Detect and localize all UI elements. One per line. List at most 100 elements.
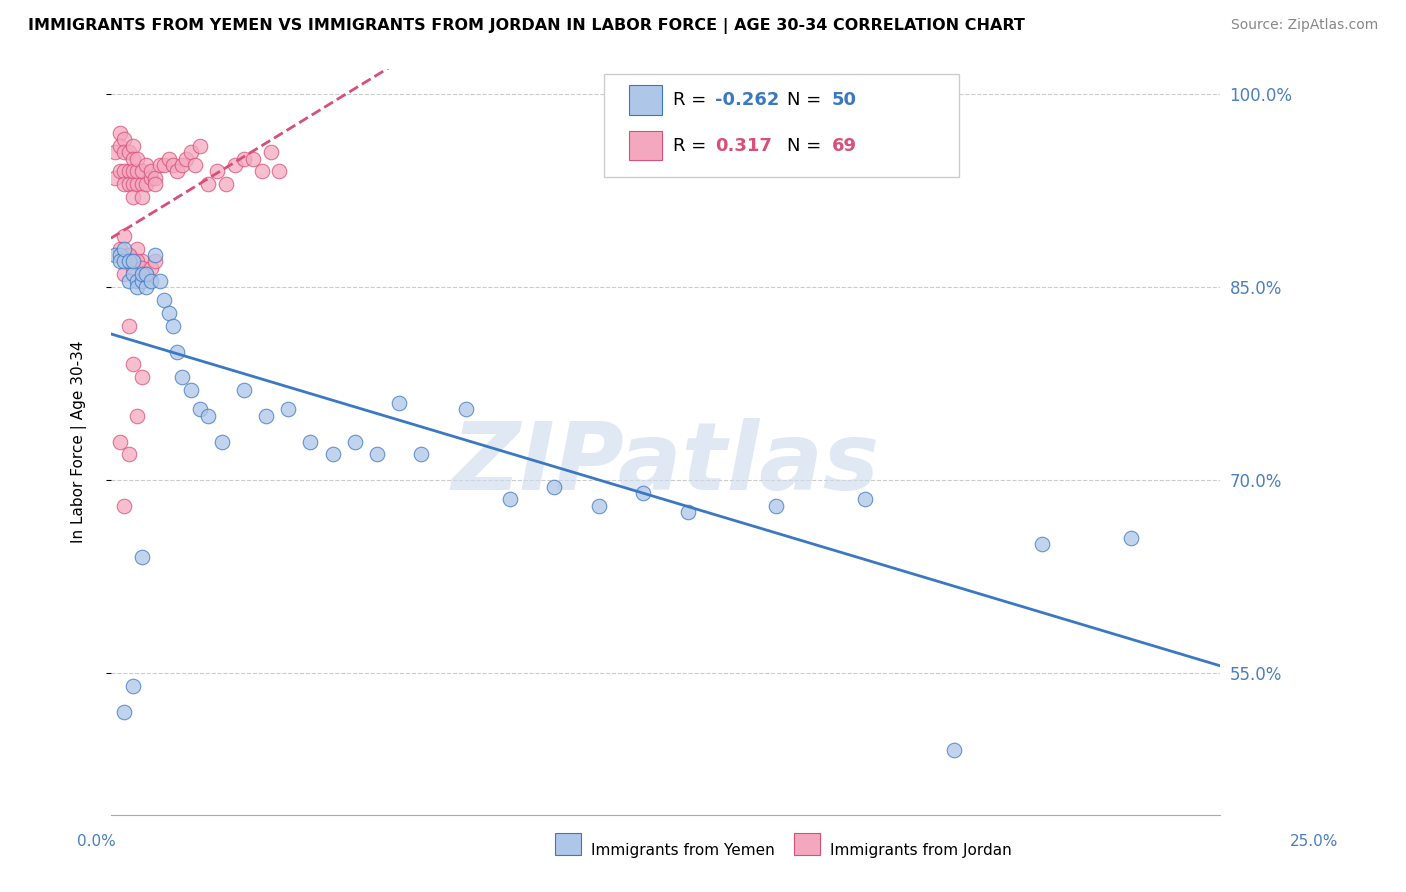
Point (139, 170, 162, 185)
Point (139, 164, 162, 178)
Point (108, 248, 131, 262)
FancyBboxPatch shape (605, 74, 959, 177)
Point (127, 409, 149, 423)
Point (108, 254, 131, 268)
Point (143, 178, 166, 192)
Point (122, 178, 145, 192)
Point (117, 164, 139, 178)
Point (170, 158, 193, 172)
Point (1031, 537, 1053, 551)
Point (127, 164, 149, 178)
Point (104, 248, 127, 262)
Point (499, 492, 522, 507)
Text: N =: N = (787, 91, 827, 109)
Point (127, 242, 149, 256)
Point (153, 293, 176, 307)
Text: Source: ZipAtlas.com: Source: ZipAtlas.com (1230, 18, 1378, 32)
Point (108, 242, 131, 256)
Text: 25.0%: 25.0% (1291, 834, 1339, 849)
Text: Immigrants from Jordan: Immigrants from Jordan (830, 843, 1011, 858)
Point (127, 254, 149, 268)
Point (299, 434, 322, 449)
Point (157, 306, 180, 320)
Y-axis label: In Labor Force | Age 30-34: In Labor Force | Age 30-34 (72, 340, 87, 543)
Point (131, 190, 153, 204)
Point (211, 434, 233, 449)
Point (250, 164, 273, 178)
Text: R =: R = (673, 136, 718, 154)
Text: 0.317: 0.317 (716, 136, 772, 154)
Text: N =: N = (787, 136, 827, 154)
Bar (628, 85, 662, 115)
Point (143, 254, 166, 268)
Point (131, 164, 153, 178)
Point (1121, 531, 1143, 545)
Point (112, 242, 135, 256)
Point (117, 178, 139, 192)
Point (188, 402, 211, 417)
Point (184, 158, 207, 172)
Point (131, 268, 153, 282)
Point (117, 248, 139, 262)
Text: Immigrants from Yemen: Immigrants from Yemen (591, 843, 775, 858)
Point (112, 132, 135, 146)
Point (122, 152, 145, 166)
Point (135, 178, 157, 192)
Point (122, 260, 145, 275)
Point (131, 254, 153, 268)
Point (197, 409, 219, 423)
Text: 50: 50 (832, 91, 856, 109)
Point (224, 158, 246, 172)
Text: -0.262: -0.262 (716, 91, 780, 109)
Point (112, 178, 135, 192)
Point (127, 274, 149, 288)
Point (117, 254, 139, 268)
Text: 69: 69 (832, 136, 856, 154)
Point (117, 447, 139, 461)
Point (174, 152, 197, 166)
Point (343, 434, 366, 449)
Point (170, 370, 193, 384)
Point (131, 260, 153, 275)
Point (122, 138, 145, 153)
Point (162, 158, 184, 172)
Bar (555, 833, 581, 855)
Point (197, 178, 219, 192)
Point (131, 178, 153, 192)
Point (108, 126, 131, 140)
Point (388, 396, 411, 410)
Point (162, 318, 184, 333)
Point (122, 254, 145, 268)
Point (135, 280, 157, 294)
Bar (794, 833, 820, 855)
Point (108, 434, 131, 449)
Point (117, 248, 139, 262)
Point (143, 248, 166, 262)
Point (149, 158, 172, 172)
Point (127, 280, 149, 294)
Point (122, 357, 145, 371)
Point (277, 402, 299, 417)
Point (853, 492, 876, 507)
Point (157, 152, 180, 166)
Point (242, 152, 264, 166)
Point (676, 505, 699, 519)
Point (131, 550, 153, 565)
Point (131, 370, 153, 384)
Point (765, 499, 787, 513)
Point (411, 447, 433, 461)
Point (143, 170, 166, 185)
Point (135, 268, 157, 282)
Point (166, 164, 188, 178)
Point (104, 170, 127, 185)
Point (122, 254, 145, 268)
Point (942, 743, 965, 757)
Point (117, 145, 139, 160)
Point (139, 260, 162, 275)
Point (112, 164, 135, 178)
Point (135, 158, 157, 172)
Point (135, 268, 157, 282)
Point (122, 679, 145, 693)
Point (108, 138, 131, 153)
Point (112, 145, 135, 160)
